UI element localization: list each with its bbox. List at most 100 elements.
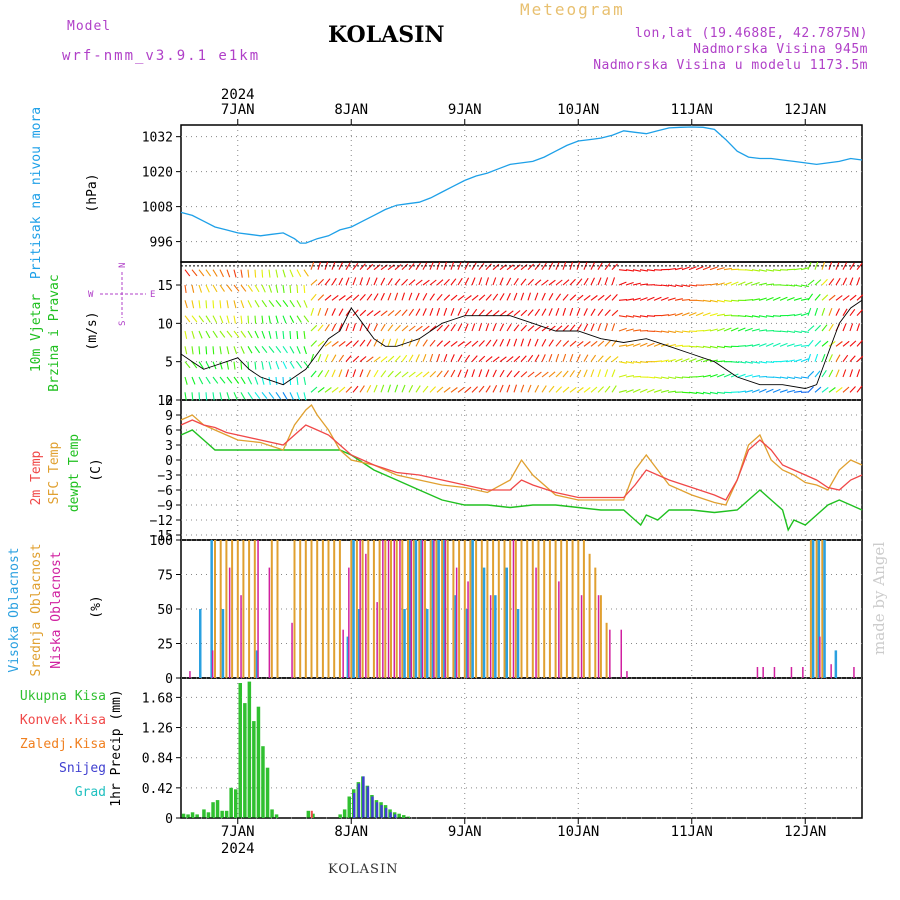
wind-barb <box>324 278 331 286</box>
wind-barb <box>534 354 540 362</box>
wind-barb <box>324 340 332 347</box>
wind-barb <box>275 346 282 354</box>
wind-barb <box>198 315 205 323</box>
wind-barb <box>261 315 264 324</box>
wind-barb <box>779 360 789 363</box>
wind-barb <box>534 263 541 271</box>
wind-barb <box>212 330 218 339</box>
wind-barb <box>422 308 427 316</box>
wind-barb <box>268 315 271 324</box>
cloud-mid-bar <box>821 540 824 678</box>
wind-barb <box>401 338 406 347</box>
wind-barb <box>527 338 532 347</box>
wind-barb <box>289 376 292 386</box>
wind-barb <box>758 388 767 393</box>
dewpt-axis-title: dewpt Temp <box>67 434 82 512</box>
wind-barb <box>359 277 364 286</box>
cloud-mid-bar <box>231 540 234 678</box>
wind-barb <box>765 342 774 347</box>
wind-barb <box>296 284 299 294</box>
cloud-mid-bar <box>299 540 302 678</box>
wind-barb <box>611 323 616 332</box>
cloud-mid-bar <box>486 540 489 678</box>
wind-barb <box>835 308 840 316</box>
cloud-low-bar <box>802 667 804 678</box>
wind-barb <box>268 330 272 339</box>
wind-barb <box>639 269 648 272</box>
wind-barb <box>576 294 584 301</box>
wind-barb <box>184 330 188 339</box>
wind-barb <box>394 338 399 347</box>
y-tick-label: 6 <box>165 424 173 439</box>
cloud-mid-bar <box>537 540 540 678</box>
wind-barb <box>814 261 819 270</box>
wind-barb <box>856 263 863 271</box>
wind-barb <box>387 384 392 393</box>
cloud-mid-bar <box>327 540 330 678</box>
wind-barb <box>289 315 295 324</box>
wind-barb <box>772 269 781 272</box>
precip-total-bar <box>215 800 220 818</box>
wind-barb <box>471 386 478 393</box>
wind-barb <box>394 384 399 393</box>
wind-barb <box>625 315 634 318</box>
y-tick-label: 1020 <box>142 166 173 181</box>
wind-barb <box>247 300 252 308</box>
wind-barb <box>212 284 218 293</box>
wind-barb <box>422 385 429 393</box>
wind-barb <box>534 325 542 332</box>
wind-barb <box>527 371 535 378</box>
wind-barb <box>240 376 246 385</box>
cloud-mid-bar <box>242 540 245 678</box>
wind-barb <box>296 376 299 385</box>
wind-barb <box>646 296 655 301</box>
wind-barb <box>751 328 760 332</box>
wind-barb <box>317 278 324 286</box>
cloud-low-bar <box>240 595 242 678</box>
wind-barb <box>380 277 386 286</box>
wind-barb <box>408 292 413 301</box>
wind-barb <box>660 376 669 380</box>
wind-barb <box>345 386 352 393</box>
cloud-mid-bar <box>446 540 449 678</box>
wind-barb <box>212 346 215 355</box>
wind-barb <box>247 284 253 292</box>
wind-barb <box>499 277 504 286</box>
wind-barb <box>555 386 562 393</box>
wind-barb <box>345 262 351 270</box>
wind-barb <box>303 300 308 308</box>
wind-barb <box>597 294 605 301</box>
wind-barb <box>191 315 198 323</box>
wind-barb <box>429 293 435 301</box>
wind-barb <box>548 279 556 286</box>
wind-barb <box>744 389 753 393</box>
wind-barb <box>261 361 264 370</box>
wind-barb <box>674 358 683 363</box>
wind-barb <box>744 281 753 286</box>
cloud-mid-bar <box>463 540 466 678</box>
wind-barb <box>632 297 641 301</box>
cloud-high-bar <box>199 609 202 678</box>
wind-barb <box>667 358 676 363</box>
wind-barb <box>660 389 669 393</box>
wind-barb <box>240 361 243 370</box>
wind-barb <box>226 376 233 384</box>
wind-barb <box>184 269 191 277</box>
wind-barb <box>373 384 378 393</box>
wind-barb <box>569 386 577 393</box>
cloud-high-bar <box>210 540 213 678</box>
wind-barb <box>352 309 359 317</box>
wind-barb <box>520 278 527 286</box>
wind-barb <box>394 264 402 271</box>
wind-barb <box>765 361 775 363</box>
wind-barb <box>604 385 611 393</box>
wind-barb <box>331 323 337 332</box>
wind-barb <box>730 361 740 363</box>
wind-barb <box>345 277 350 286</box>
wind-barb <box>541 325 549 332</box>
precip-total-bar <box>195 814 199 818</box>
cloud-mid-bar <box>407 540 409 678</box>
wind-barb <box>674 298 683 301</box>
cloud-high-bar <box>465 609 469 678</box>
wind-barb <box>380 292 385 301</box>
